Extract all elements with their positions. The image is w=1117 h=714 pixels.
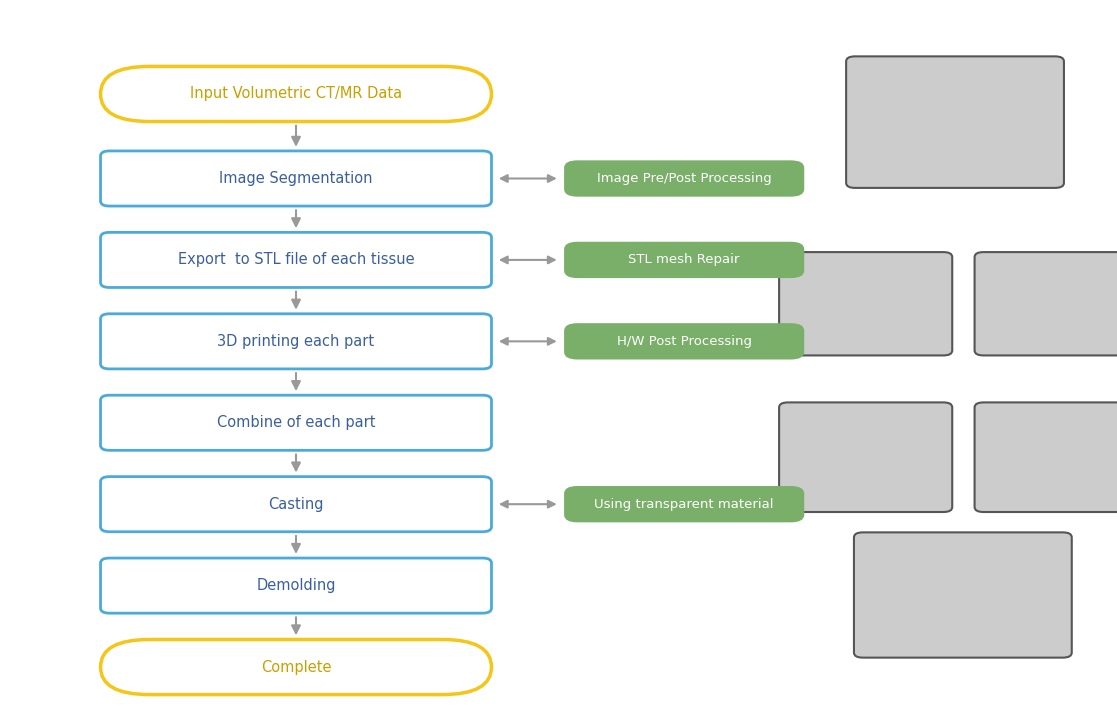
- FancyBboxPatch shape: [101, 313, 491, 369]
- Text: Image Pre/Post Processing: Image Pre/Post Processing: [596, 172, 772, 185]
- FancyBboxPatch shape: [101, 640, 491, 695]
- FancyBboxPatch shape: [564, 486, 804, 523]
- Text: Input Volumetric CT/MR Data: Input Volumetric CT/MR Data: [190, 86, 402, 101]
- Text: 3D printing each part: 3D printing each part: [218, 334, 374, 349]
- FancyBboxPatch shape: [974, 252, 1117, 356]
- FancyBboxPatch shape: [101, 232, 491, 288]
- FancyBboxPatch shape: [101, 151, 491, 206]
- Text: Demolding: Demolding: [256, 578, 336, 593]
- FancyBboxPatch shape: [780, 252, 952, 356]
- FancyBboxPatch shape: [101, 396, 491, 451]
- FancyBboxPatch shape: [974, 403, 1117, 512]
- Text: Casting: Casting: [268, 497, 324, 512]
- Text: Complete: Complete: [260, 660, 332, 675]
- FancyBboxPatch shape: [564, 323, 804, 360]
- Text: Combine of each part: Combine of each part: [217, 416, 375, 431]
- FancyBboxPatch shape: [101, 558, 491, 613]
- Text: Image Segmentation: Image Segmentation: [219, 171, 373, 186]
- FancyBboxPatch shape: [101, 477, 491, 532]
- FancyBboxPatch shape: [564, 242, 804, 278]
- FancyBboxPatch shape: [564, 161, 804, 196]
- FancyBboxPatch shape: [780, 403, 952, 512]
- Text: Export  to STL file of each tissue: Export to STL file of each tissue: [178, 253, 414, 268]
- Text: H/W Post Processing: H/W Post Processing: [617, 335, 752, 348]
- FancyBboxPatch shape: [101, 66, 491, 121]
- FancyBboxPatch shape: [847, 56, 1063, 188]
- Text: STL mesh Repair: STL mesh Repair: [629, 253, 739, 266]
- Text: Using transparent material: Using transparent material: [594, 498, 774, 511]
- FancyBboxPatch shape: [853, 533, 1072, 658]
